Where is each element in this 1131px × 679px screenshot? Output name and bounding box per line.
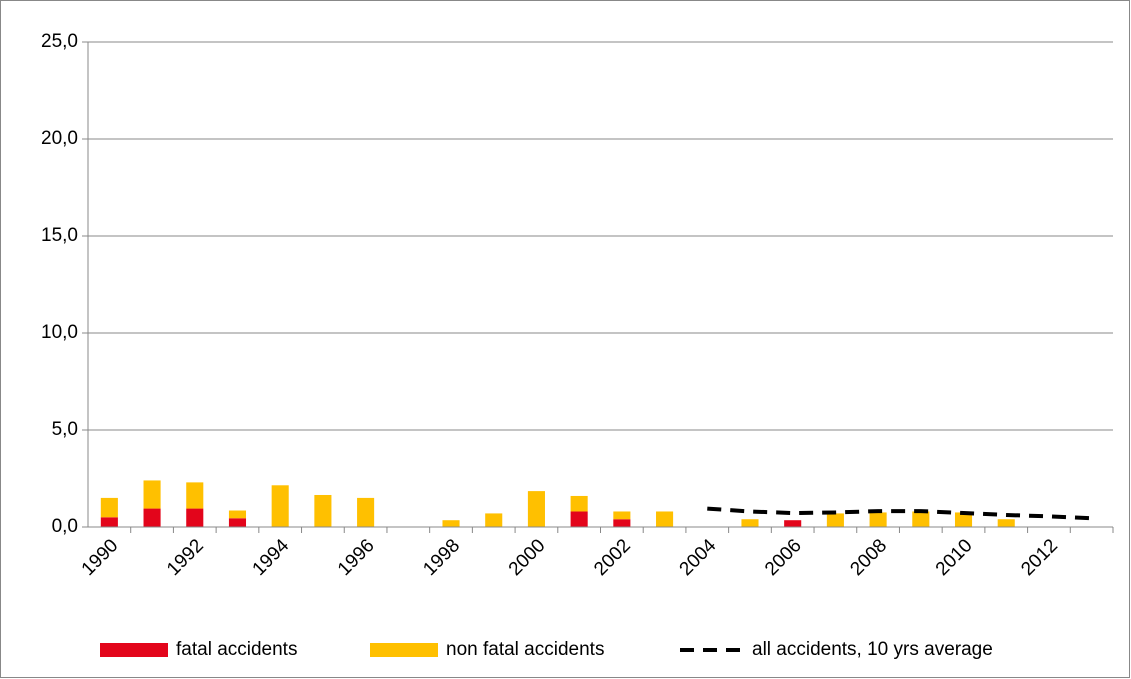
y-tick-label: 0,0 [52,516,78,537]
bar-segment [613,519,631,527]
bar-segment [656,511,674,527]
legend-label: all accidents, 10 yrs average [752,639,993,660]
legend-swatch [370,643,438,657]
bar-segment [143,508,161,527]
y-tick-label: 20,0 [41,128,78,149]
y-tick-label: 5,0 [52,419,78,440]
legend-swatch [100,643,168,657]
bar-segment [912,511,930,527]
bar-segment [228,510,247,519]
bar-segment [741,519,759,527]
bar-segment [613,511,631,520]
bar-segment [271,485,289,527]
y-tick-label: 25,0 [41,31,78,52]
bar-segment [527,491,545,527]
bar-segment [143,480,161,509]
y-tick-label: 15,0 [41,225,78,246]
average-line [707,506,1092,521]
bar-segment [228,518,247,527]
bar-segment [357,497,375,527]
bar-segment [442,520,460,527]
bar-segment [485,513,503,527]
bar-segment [784,520,802,527]
bar-segment [997,519,1015,527]
y-tick-label: 10,0 [41,322,78,343]
bar-segment [100,497,118,518]
bar-segment [100,517,118,527]
bar-segment [570,511,588,527]
bar-segment [186,508,204,527]
bar-segment [570,495,588,512]
legend-label: non fatal accidents [446,639,604,660]
bar-segment [869,512,887,527]
bar-segment [314,494,332,527]
legend-label: fatal accidents [176,639,297,660]
bar-segment [186,482,204,509]
bar-segment [826,513,844,527]
bar-segment [954,512,973,527]
